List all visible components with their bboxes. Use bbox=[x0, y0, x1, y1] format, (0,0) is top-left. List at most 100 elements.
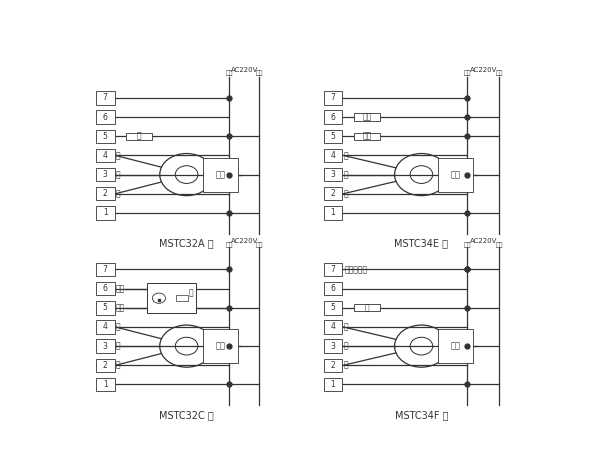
FancyBboxPatch shape bbox=[324, 187, 343, 201]
Text: 5: 5 bbox=[331, 303, 335, 312]
Text: 7: 7 bbox=[331, 93, 335, 102]
FancyBboxPatch shape bbox=[324, 301, 343, 315]
Text: 1: 1 bbox=[103, 380, 107, 389]
FancyBboxPatch shape bbox=[96, 168, 115, 181]
Text: AC220V: AC220V bbox=[230, 66, 258, 73]
Text: 3: 3 bbox=[103, 342, 107, 351]
Text: 2: 2 bbox=[331, 189, 335, 198]
Text: 火线: 火线 bbox=[256, 242, 263, 248]
Text: MSTC32C 型: MSTC32C 型 bbox=[159, 410, 214, 420]
FancyBboxPatch shape bbox=[96, 378, 115, 391]
FancyBboxPatch shape bbox=[96, 320, 115, 334]
Text: AC220V: AC220V bbox=[470, 238, 497, 244]
FancyBboxPatch shape bbox=[96, 339, 115, 353]
Text: 低: 低 bbox=[116, 151, 121, 160]
Text: 6: 6 bbox=[103, 284, 107, 293]
Text: 低: 低 bbox=[344, 322, 349, 331]
Text: 3: 3 bbox=[331, 170, 335, 179]
FancyBboxPatch shape bbox=[324, 91, 343, 105]
FancyBboxPatch shape bbox=[148, 283, 196, 313]
Text: 高: 高 bbox=[116, 361, 121, 370]
FancyBboxPatch shape bbox=[354, 113, 380, 121]
FancyBboxPatch shape bbox=[324, 206, 343, 219]
FancyBboxPatch shape bbox=[96, 110, 115, 124]
FancyBboxPatch shape bbox=[324, 378, 343, 391]
Text: AC220V: AC220V bbox=[470, 66, 497, 73]
FancyBboxPatch shape bbox=[96, 206, 115, 219]
Text: 中: 中 bbox=[344, 170, 349, 179]
Text: 中: 中 bbox=[116, 170, 121, 179]
Text: MSTC32A 型: MSTC32A 型 bbox=[159, 238, 214, 249]
Text: 阀: 阀 bbox=[137, 132, 141, 141]
Text: 高: 高 bbox=[344, 189, 349, 198]
Text: 火线: 火线 bbox=[496, 71, 503, 76]
FancyBboxPatch shape bbox=[96, 187, 115, 201]
Text: 中: 中 bbox=[344, 342, 349, 351]
Text: 1: 1 bbox=[103, 209, 107, 218]
Text: 6: 6 bbox=[331, 113, 335, 122]
Text: 6: 6 bbox=[331, 284, 335, 293]
FancyBboxPatch shape bbox=[96, 263, 115, 276]
FancyBboxPatch shape bbox=[96, 129, 115, 143]
Text: 火线: 火线 bbox=[496, 242, 503, 248]
Text: 低: 低 bbox=[116, 322, 121, 331]
FancyBboxPatch shape bbox=[324, 129, 343, 143]
Text: 1: 1 bbox=[331, 209, 335, 218]
Text: 风机: 风机 bbox=[451, 170, 461, 179]
Text: 7: 7 bbox=[331, 265, 335, 274]
Text: 2: 2 bbox=[103, 361, 107, 370]
Text: 1: 1 bbox=[331, 380, 335, 389]
FancyBboxPatch shape bbox=[324, 149, 343, 162]
FancyBboxPatch shape bbox=[324, 263, 343, 276]
Text: 高: 高 bbox=[344, 361, 349, 370]
FancyBboxPatch shape bbox=[324, 320, 343, 334]
Text: 零线: 零线 bbox=[464, 242, 471, 248]
FancyBboxPatch shape bbox=[96, 282, 115, 295]
Text: MSTC34F 型: MSTC34F 型 bbox=[395, 410, 448, 420]
Text: 辅助电加热: 辅助电加热 bbox=[345, 265, 368, 274]
Text: 5: 5 bbox=[331, 132, 335, 141]
Text: 阀: 阀 bbox=[188, 288, 193, 297]
Text: 4: 4 bbox=[331, 151, 335, 160]
Text: 3: 3 bbox=[331, 342, 335, 351]
Text: 5: 5 bbox=[103, 132, 107, 141]
Text: 2: 2 bbox=[331, 361, 335, 370]
Text: 3: 3 bbox=[103, 170, 107, 179]
FancyBboxPatch shape bbox=[96, 91, 115, 105]
Text: 阀: 阀 bbox=[364, 303, 369, 312]
Text: 风机: 风机 bbox=[451, 342, 461, 351]
Text: 2: 2 bbox=[103, 189, 107, 198]
Text: 4: 4 bbox=[103, 322, 107, 331]
FancyBboxPatch shape bbox=[324, 168, 343, 181]
Text: 风机: 风机 bbox=[216, 170, 226, 179]
Text: 零线: 零线 bbox=[464, 71, 471, 76]
Text: MSTC34E 型: MSTC34E 型 bbox=[394, 238, 448, 249]
Text: 冷阀: 冷阀 bbox=[362, 132, 371, 141]
FancyBboxPatch shape bbox=[354, 304, 380, 311]
FancyBboxPatch shape bbox=[324, 110, 343, 124]
FancyBboxPatch shape bbox=[324, 359, 343, 372]
Text: 零线: 零线 bbox=[226, 71, 233, 76]
Text: 5: 5 bbox=[103, 303, 107, 312]
Text: 热阀: 热阀 bbox=[362, 113, 371, 122]
Text: 4: 4 bbox=[103, 151, 107, 160]
Text: 6: 6 bbox=[103, 113, 107, 122]
Text: 高: 高 bbox=[116, 189, 121, 198]
Text: AC220V: AC220V bbox=[230, 238, 258, 244]
Text: 风机: 风机 bbox=[216, 342, 226, 351]
Text: 中: 中 bbox=[116, 342, 121, 351]
Text: 阀关: 阀关 bbox=[116, 284, 125, 293]
Text: 4: 4 bbox=[331, 322, 335, 331]
FancyBboxPatch shape bbox=[126, 133, 152, 140]
FancyBboxPatch shape bbox=[96, 359, 115, 372]
Text: 阀开: 阀开 bbox=[116, 303, 125, 312]
FancyBboxPatch shape bbox=[324, 282, 343, 295]
Text: 火线: 火线 bbox=[256, 71, 263, 76]
Text: 7: 7 bbox=[103, 93, 107, 102]
FancyBboxPatch shape bbox=[176, 294, 188, 301]
Text: 7: 7 bbox=[103, 265, 107, 274]
FancyBboxPatch shape bbox=[324, 339, 343, 353]
FancyBboxPatch shape bbox=[96, 149, 115, 162]
FancyBboxPatch shape bbox=[96, 301, 115, 315]
FancyBboxPatch shape bbox=[354, 133, 380, 140]
